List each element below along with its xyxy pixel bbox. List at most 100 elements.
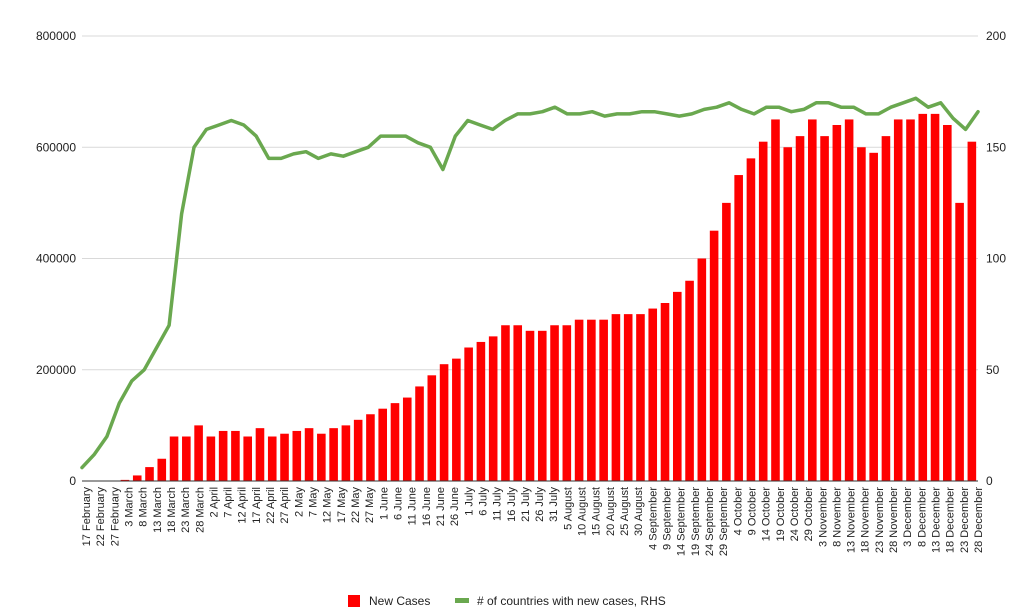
x-tick-label: 22 February — [95, 487, 107, 547]
x-tick-label: 1 July — [463, 487, 475, 516]
x-tick-label: 23 March — [180, 487, 192, 533]
x-tick-label: 29 October — [803, 487, 815, 542]
bar — [292, 430, 302, 481]
bar — [955, 202, 964, 481]
x-tick-label: 27 February — [109, 486, 121, 546]
x-tick-label: 8 March — [138, 487, 150, 527]
x-tick-label: 9 October — [747, 487, 759, 536]
x-tick-label: 17 April — [251, 487, 263, 524]
bar — [930, 113, 940, 481]
right-tick-label: 150 — [986, 140, 1006, 154]
x-tick-label: 18 March — [166, 487, 178, 533]
bar — [267, 436, 277, 481]
bar — [353, 419, 363, 481]
x-tick-label: 10 August — [577, 487, 589, 536]
bar — [722, 202, 731, 481]
bar — [120, 479, 130, 481]
x-tick-label: 13 November — [846, 487, 858, 553]
bar — [660, 303, 670, 481]
left-tick-label: 200000 — [36, 363, 76, 377]
right-tick-label: 0 — [986, 474, 993, 488]
x-tick-label: 7 April — [223, 487, 235, 518]
bar — [943, 125, 952, 481]
left-tick-label: 0 — [69, 474, 76, 488]
bar — [280, 433, 289, 481]
x-tick-label: 28 November — [888, 487, 900, 553]
legend-label-countries: # of countries with new cases, RHS — [477, 594, 666, 608]
x-tick-label: 18 December — [945, 487, 957, 553]
x-tick-label: 7 May — [308, 486, 320, 516]
bar — [881, 136, 891, 481]
bar — [697, 258, 707, 481]
bar — [574, 319, 584, 481]
bar — [771, 119, 780, 481]
x-tick-label: 8 December — [916, 487, 928, 547]
x-tick-label: 3 November — [817, 487, 829, 547]
bar — [562, 325, 572, 481]
bar — [525, 330, 535, 481]
bar — [869, 152, 878, 481]
x-tick-label: 4 October — [732, 487, 744, 536]
x-tick-label: 2 May — [293, 487, 305, 517]
legend-swatch-countries — [455, 598, 469, 603]
x-tick-label: 25 August — [619, 487, 631, 536]
bar — [206, 436, 216, 481]
bar — [685, 280, 694, 481]
x-tick-label: 27 May — [364, 487, 376, 524]
bar — [832, 125, 842, 481]
left-tick-label: 800000 — [36, 29, 76, 43]
new-cases-bars — [108, 113, 977, 481]
bar — [231, 430, 240, 481]
bar — [145, 467, 154, 481]
series-line — [80, 96, 980, 470]
right-axis-ticks: 0 50 100 150 200 — [986, 29, 1006, 488]
bar — [599, 319, 608, 481]
bar — [857, 147, 866, 481]
x-tick-label: 28 December — [973, 487, 985, 553]
x-tick-label: 22 April — [265, 487, 277, 524]
bar — [501, 325, 510, 481]
bar — [808, 119, 817, 481]
right-tick-label: 200 — [986, 29, 1006, 43]
bar — [157, 458, 167, 481]
bar — [537, 330, 547, 481]
gridlines — [82, 35, 978, 371]
x-tick-label: 9 September — [662, 487, 674, 550]
bar — [550, 325, 559, 481]
bar — [439, 364, 449, 481]
bar — [587, 319, 596, 481]
x-tick-label: 30 August — [633, 487, 645, 536]
bar — [906, 119, 915, 481]
x-tick-label: 26 July — [534, 487, 546, 522]
bar — [648, 308, 658, 481]
x-tick-label: 19 October — [775, 487, 787, 542]
countries-line — [80, 96, 980, 470]
bar — [304, 428, 314, 481]
x-tick-label: 8 November — [831, 487, 843, 547]
bar — [329, 428, 338, 481]
x-tick-label: 14 October — [761, 487, 773, 542]
x-tick-label: 24 October — [789, 487, 801, 542]
bar — [783, 147, 793, 481]
bar — [709, 230, 719, 481]
bar — [734, 175, 743, 481]
x-tick-label: 24 September — [704, 487, 716, 556]
bar — [402, 397, 412, 481]
x-tick-label: 1 June — [378, 487, 390, 520]
x-tick-label: 3 December — [902, 487, 914, 547]
bar — [464, 347, 473, 481]
x-axis-ticks: 17 February 22 February 27 February 3 March… — [81, 486, 985, 556]
left-axis-ticks: 0 200000 400000 600000 800000 — [36, 29, 76, 488]
legend-swatch-new-cases — [348, 595, 360, 607]
x-tick-label: 13 December — [931, 487, 943, 553]
bar — [218, 430, 228, 481]
x-tick-label: 17 February — [81, 487, 93, 547]
x-tick-label: 21 July — [520, 486, 532, 521]
x-tick-label: 23 December — [959, 487, 971, 553]
bar — [132, 475, 142, 481]
x-tick-label: 6 June — [393, 487, 405, 520]
x-tick-label: 29 September — [718, 487, 730, 556]
x-tick-label: 21 June — [435, 487, 447, 526]
left-tick-label: 600000 — [36, 140, 76, 154]
